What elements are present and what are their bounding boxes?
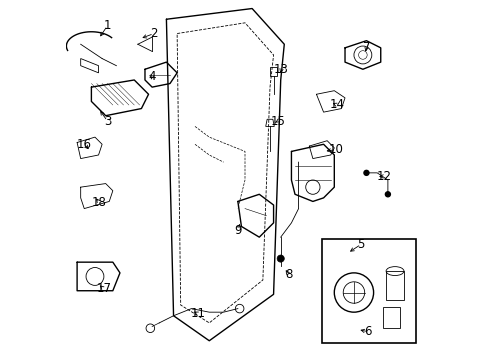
Text: 12: 12	[377, 170, 392, 183]
Text: 4: 4	[148, 70, 156, 83]
Text: 2: 2	[150, 27, 158, 40]
Text: 3: 3	[104, 114, 111, 127]
Text: 14: 14	[330, 99, 344, 112]
Text: 17: 17	[97, 283, 111, 296]
Text: 7: 7	[363, 41, 370, 54]
Bar	[383, 307, 400, 328]
Text: 1: 1	[104, 19, 111, 32]
Bar	[270, 67, 277, 76]
Bar	[322, 239, 416, 342]
Bar	[386, 271, 404, 300]
Text: 16: 16	[77, 138, 92, 151]
Text: 9: 9	[234, 224, 242, 237]
Circle shape	[364, 170, 369, 175]
Text: 11: 11	[191, 307, 206, 320]
Circle shape	[277, 255, 284, 262]
Circle shape	[386, 192, 391, 197]
Text: 5: 5	[357, 238, 365, 251]
Text: 8: 8	[285, 268, 292, 281]
Text: 18: 18	[92, 196, 107, 209]
Text: 13: 13	[274, 63, 289, 76]
Text: 10: 10	[329, 143, 343, 156]
Text: 6: 6	[365, 325, 372, 338]
Text: 15: 15	[270, 114, 285, 127]
